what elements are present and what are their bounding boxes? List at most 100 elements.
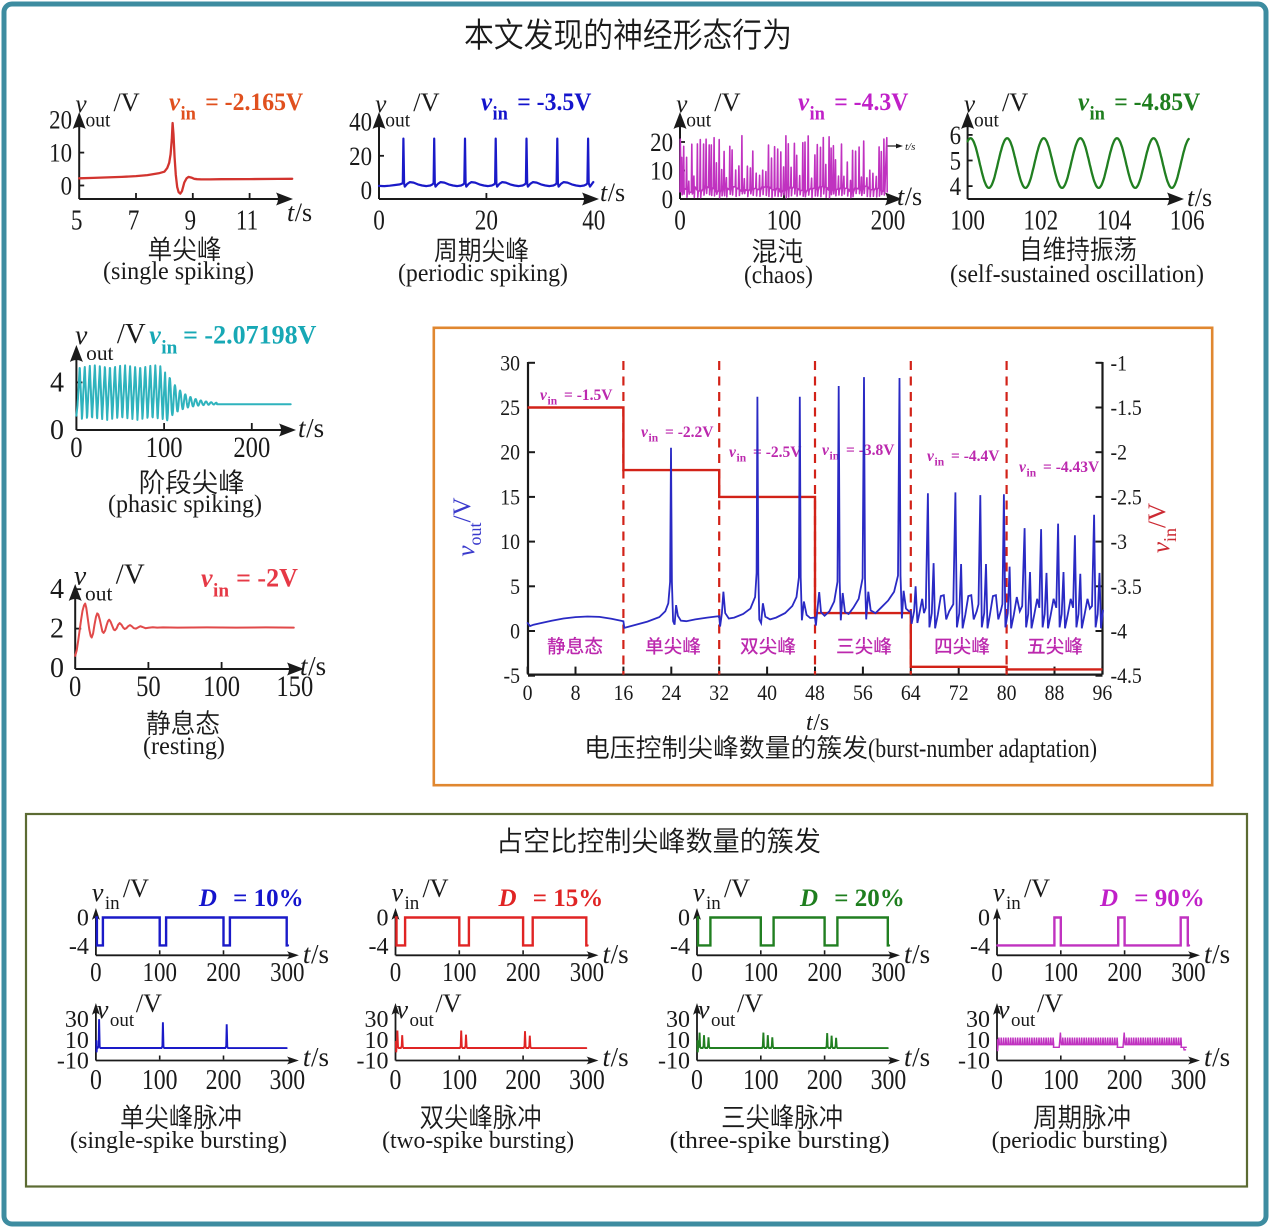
svg-text:100: 100	[743, 1064, 779, 1095]
svg-text:300: 300	[1171, 958, 1205, 987]
svg-text:40: 40	[582, 204, 605, 236]
svg-text:0: 0	[50, 415, 64, 446]
svg-text:v: v	[1078, 89, 1090, 116]
svg-text:200: 200	[807, 1064, 843, 1095]
svg-text:in: in	[737, 453, 747, 465]
svg-text:v: v	[693, 878, 705, 907]
svg-text:4: 4	[50, 574, 64, 605]
svg-text:in: in	[105, 893, 120, 914]
svg-text:/V: /V	[117, 318, 146, 350]
svg-text:/V: /V	[1037, 989, 1063, 1018]
svg-text:in: in	[493, 105, 509, 125]
svg-text:11: 11	[236, 204, 258, 236]
svg-text:v: v	[201, 564, 213, 593]
svg-text:5: 5	[510, 574, 520, 599]
svg-text:-2: -2	[1111, 440, 1127, 465]
svg-text:(periodic bursting): (periodic bursting)	[992, 1128, 1168, 1154]
svg-text:/s: /s	[608, 178, 625, 207]
svg-text:100: 100	[142, 958, 176, 987]
svg-text:out: out	[711, 1010, 736, 1031]
svg-text:0: 0	[390, 1064, 402, 1095]
svg-text:= -4.4V: = -4.4V	[951, 448, 1000, 465]
svg-text:80: 80	[997, 680, 1017, 705]
svg-text:0: 0	[662, 186, 673, 215]
svg-text:t: t	[303, 1042, 312, 1072]
svg-text:-10: -10	[958, 1049, 990, 1075]
svg-text:0: 0	[361, 177, 372, 206]
svg-text:in: in	[810, 105, 826, 125]
svg-text:t: t	[1204, 1042, 1213, 1072]
svg-text:/s: /s	[912, 1042, 930, 1072]
svg-text:v: v	[397, 995, 409, 1024]
svg-text:0: 0	[510, 619, 520, 644]
svg-text:vin/V: vin/V	[1144, 503, 1180, 553]
svg-text:100: 100	[950, 204, 985, 236]
svg-text:out: out	[385, 111, 411, 132]
svg-text:v: v	[676, 91, 688, 118]
svg-text:/V: /V	[413, 88, 439, 117]
svg-text:/V: /V	[123, 874, 149, 903]
svg-text:= 10%: = 10%	[227, 885, 304, 912]
svg-text:0: 0	[991, 1064, 1003, 1095]
svg-text:-1: -1	[1111, 350, 1127, 375]
svg-text:v: v	[822, 442, 830, 459]
svg-text:(resting): (resting)	[143, 733, 225, 760]
svg-text:/s: /s	[1195, 183, 1212, 212]
svg-text:v: v	[169, 89, 181, 116]
svg-text:in: in	[213, 580, 229, 601]
svg-text:t: t	[904, 1042, 913, 1072]
svg-text:100: 100	[744, 958, 778, 987]
svg-text:= -3.5V: = -3.5V	[517, 88, 592, 116]
svg-text:-1.5: -1.5	[1111, 395, 1142, 420]
svg-text:/s: /s	[306, 413, 324, 443]
svg-text:in: in	[405, 893, 420, 914]
svg-text:100: 100	[1043, 1064, 1079, 1095]
svg-text:out: out	[410, 1010, 435, 1031]
svg-text:(phasic spiking): (phasic spiking)	[108, 491, 262, 518]
svg-text:vout/V: vout/V	[449, 497, 485, 556]
svg-text:t: t	[904, 939, 913, 969]
svg-text:out: out	[110, 1010, 135, 1031]
svg-text:t: t	[600, 178, 608, 207]
svg-text:/s: /s	[611, 939, 629, 969]
svg-text:= 90%: = 90%	[1128, 885, 1205, 912]
svg-text:(single spiking): (single spiking)	[103, 258, 254, 285]
svg-text:in: in	[830, 451, 840, 463]
svg-text:/V: /V	[436, 989, 462, 1018]
svg-text:v: v	[74, 560, 87, 591]
svg-text:(self-sustained oscillation): (self-sustained oscillation)	[950, 261, 1204, 288]
svg-text:104: 104	[1097, 204, 1132, 236]
svg-text:5: 5	[71, 204, 83, 236]
svg-text:30: 30	[500, 350, 520, 375]
svg-text:0: 0	[523, 680, 533, 705]
svg-text:v: v	[375, 91, 387, 118]
svg-text:t: t	[303, 939, 312, 969]
svg-text:in: in	[706, 893, 721, 914]
svg-text:48: 48	[805, 680, 825, 705]
svg-text:0: 0	[69, 670, 81, 703]
svg-text:/V: /V	[737, 989, 763, 1018]
svg-text:300: 300	[871, 958, 905, 987]
svg-text:D: D	[1099, 885, 1118, 912]
svg-text:= -4.43V: = -4.43V	[1043, 459, 1100, 476]
svg-text:-4: -4	[970, 934, 990, 960]
svg-text:out: out	[86, 341, 113, 365]
svg-text:200: 200	[871, 204, 906, 236]
svg-text:-3.5: -3.5	[1111, 574, 1142, 599]
svg-text:0: 0	[678, 906, 690, 932]
svg-text:300: 300	[570, 958, 604, 987]
svg-text:out: out	[1011, 1010, 1036, 1031]
svg-text:= -1.5V: = -1.5V	[564, 387, 613, 404]
svg-text:t: t	[897, 182, 905, 211]
svg-text:t: t	[287, 198, 295, 227]
svg-text:in: in	[649, 433, 659, 445]
svg-text:t: t	[300, 651, 309, 681]
svg-text:16: 16	[614, 680, 634, 705]
svg-text:/s: /s	[311, 939, 329, 969]
svg-text:-4: -4	[69, 934, 89, 960]
svg-text:0: 0	[70, 431, 82, 464]
svg-text:in: in	[161, 337, 177, 358]
svg-text:/s: /s	[308, 651, 326, 681]
svg-text:/V: /V	[1024, 874, 1050, 903]
svg-text:(single-spike bursting): (single-spike bursting)	[70, 1128, 287, 1154]
